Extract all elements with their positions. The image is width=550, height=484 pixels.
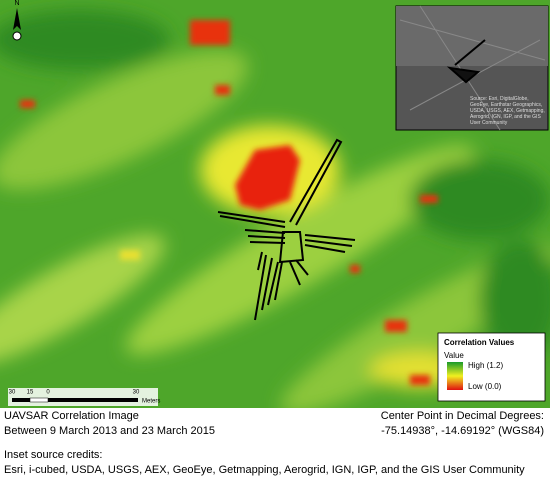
scale-tick: 30 bbox=[133, 390, 140, 396]
scale-bar: 30 15 0 30 Meters bbox=[8, 388, 160, 406]
legend: Correlation Values Value High (1.2) Low … bbox=[437, 332, 546, 402]
scale-tick: 0 bbox=[46, 390, 50, 396]
credits: Esri, i-cubed, USDA, USGS, AEX, GeoEye, … bbox=[4, 464, 525, 476]
legend-title: Correlation Values bbox=[444, 338, 515, 347]
scale-unit: Meters bbox=[142, 399, 160, 405]
north-label: N bbox=[14, 0, 19, 7]
correlation-field bbox=[0, 10, 550, 408]
geoglyph-outline bbox=[217, 138, 356, 321]
caption-left-1: UAVSAR Correlation Image bbox=[4, 410, 139, 422]
caption-left-2: Between 9 March 2013 and 23 March 2015 bbox=[4, 425, 215, 437]
legend-high: High (1.2) bbox=[468, 361, 503, 370]
caption-right-2: -75.14938°, -14.69192° (WGS84) bbox=[381, 425, 544, 437]
legend-subtitle: Value bbox=[444, 351, 464, 360]
scale-tick: 30 bbox=[9, 390, 16, 396]
caption-right-1: Center Point in Decimal Degrees: bbox=[380, 410, 544, 422]
map: N Source: Esri, DigitalGlobe, GeoEye, Ea… bbox=[0, 0, 550, 408]
credits-title: Inset source credits: bbox=[4, 449, 103, 461]
low-correlation-patches bbox=[20, 20, 438, 385]
north-arrow: N bbox=[12, 0, 22, 41]
legend-low: Low (0.0) bbox=[468, 382, 502, 391]
inset-map: Source: Esri, DigitalGlobe, GeoEye, Eart… bbox=[395, 5, 549, 131]
legend-ramp bbox=[447, 362, 463, 390]
inset-credit: Source: Esri, DigitalGlobe, GeoEye, Eart… bbox=[470, 96, 545, 126]
scale-tick: 15 bbox=[27, 390, 34, 396]
